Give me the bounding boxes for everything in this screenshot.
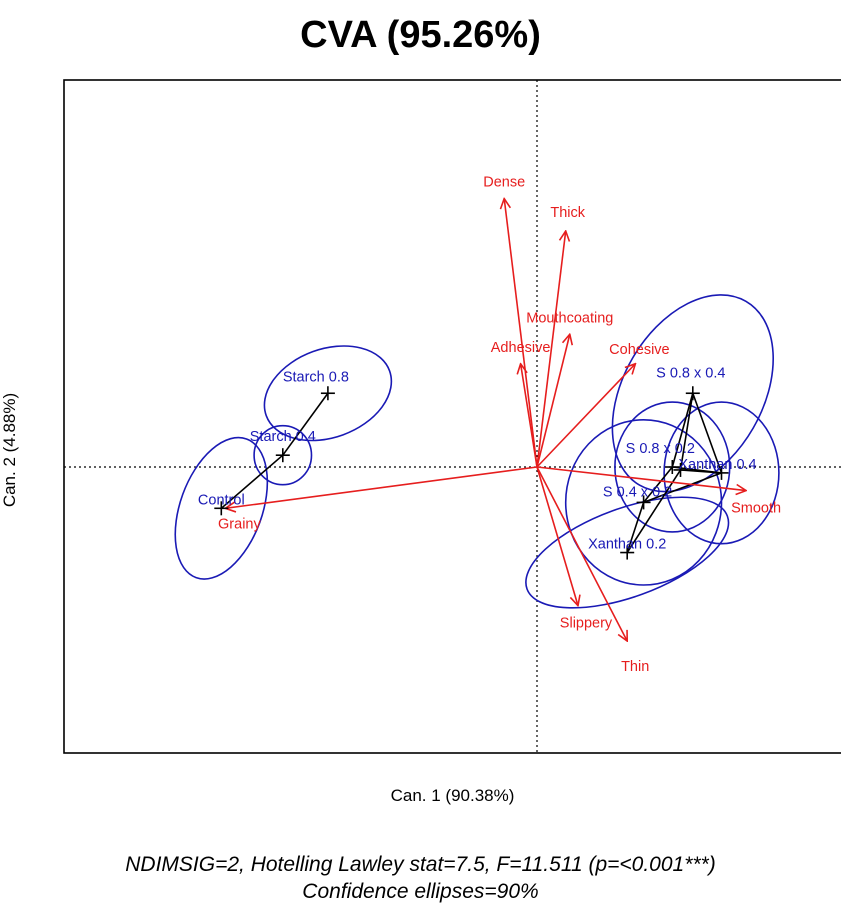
attribute-label-thin: Thin bbox=[621, 659, 649, 675]
plot-frame bbox=[63, 79, 841, 754]
attribute-arrow-cohesive bbox=[536, 364, 635, 468]
connector-s-0-4-x-0-2-to-xanthan-0-2 bbox=[626, 502, 645, 553]
sample-label-s-0-8-x-0-4: S 0.8 x 0.4 bbox=[656, 365, 725, 381]
attribute-arrow-mouthcoating bbox=[536, 334, 570, 468]
sample-point-xanthan-0-2 bbox=[620, 545, 635, 560]
sample-point-control bbox=[214, 501, 229, 516]
attribute-label-cohesive: Cohesive bbox=[609, 342, 669, 358]
statistics-footnote: NDIMSIG=2, Hotelling Lawley stat=7.5, F=… bbox=[125, 853, 716, 876]
connector-control-to-starch-0-4 bbox=[220, 454, 284, 509]
sample-label-s-0-8-x-0-2: S 0.8 x 0.2 bbox=[626, 441, 695, 457]
attribute-label-dense: Dense bbox=[483, 175, 525, 191]
connector-s-0-8-x-0-4-to-s-0-4-x-0-4 bbox=[679, 393, 694, 471]
sample-label-s-0-4-x-0-2: S 0.4 x 0.2 bbox=[603, 484, 672, 500]
attribute-label-thick: Thick bbox=[550, 205, 585, 221]
attribute-arrow-thick bbox=[536, 231, 566, 468]
confidence-ellipse-starch-0-4 bbox=[253, 424, 313, 486]
sample-label-starch-0-4: Starch 0.4 bbox=[250, 429, 316, 445]
confidence-ellipse-control bbox=[174, 436, 269, 580]
sample-point-s-0-4-x-0-2 bbox=[636, 495, 651, 510]
confidence-footnote: Confidence ellipses=90% bbox=[302, 880, 539, 903]
sample-point-starch-0-8 bbox=[320, 386, 335, 401]
connector-xanthan-0-4-to-s-0-4-x-0-2 bbox=[643, 472, 722, 504]
sample-label-control: Control bbox=[198, 492, 245, 508]
sample-point-s-0-8-x-0-2 bbox=[665, 460, 680, 474]
chart-title: CVA (95.26%) bbox=[300, 14, 541, 56]
attribute-label-grainy: Grainy bbox=[218, 516, 261, 532]
confidence-ellipse-starch-0-8 bbox=[263, 345, 393, 442]
x-axis-label: Can. 1 (90.38%) bbox=[390, 786, 515, 805]
connector-starch-0-4-to-starch-0-8 bbox=[282, 392, 329, 456]
sample-label-xanthan-0-2: Xanthan 0.2 bbox=[588, 537, 666, 553]
attribute-label-smooth: Smooth bbox=[731, 501, 781, 517]
attribute-arrow-thin bbox=[536, 466, 627, 641]
connector-s-0-8-x-0-4-to-xanthan-0-4 bbox=[692, 392, 723, 474]
attribute-arrow-dense bbox=[504, 199, 538, 468]
connector-s-0-8-x-0-4-to-s-0-8-x-0-2 bbox=[671, 393, 694, 468]
attribute-label-mouthcoating: Mouthcoating bbox=[526, 310, 613, 326]
sample-point-xanthan-0-4 bbox=[714, 465, 729, 480]
sample-label-starch-0-8: Starch 0.8 bbox=[283, 369, 349, 385]
sample-point-s-0-8-x-0-4 bbox=[685, 386, 700, 401]
connector-s-0-4-x-0-4-to-xanthan-0-2 bbox=[626, 469, 682, 553]
attribute-label-slippery: Slippery bbox=[560, 616, 613, 632]
confidence-ellipse-s-0-8-x-0-2 bbox=[614, 401, 731, 533]
confidence-ellipse-xanthan-0-4 bbox=[663, 401, 780, 545]
attribute-arrow-slippery bbox=[536, 466, 578, 606]
attribute-label-adhesive: Adhesive bbox=[491, 340, 551, 356]
sample-point-starch-0-4 bbox=[275, 448, 290, 463]
confidence-ellipse-s-0-4-x-0-2 bbox=[564, 418, 723, 586]
sample-label-xanthan-0-4: Xanthan 0.4 bbox=[678, 457, 756, 473]
confidence-ellipse-s-0-8-x-0-4 bbox=[611, 294, 774, 493]
sample-point-s-0-4-x-0-4 bbox=[673, 462, 688, 477]
connector-s-0-8-x-0-2-to-s-0-4-x-0-2 bbox=[642, 466, 673, 503]
attribute-arrow-grainy bbox=[225, 466, 538, 508]
attribute-arrow-adhesive bbox=[521, 364, 538, 468]
confidence-ellipse-xanthan-0-2 bbox=[525, 496, 730, 609]
attribute-arrow-smooth bbox=[536, 466, 746, 491]
